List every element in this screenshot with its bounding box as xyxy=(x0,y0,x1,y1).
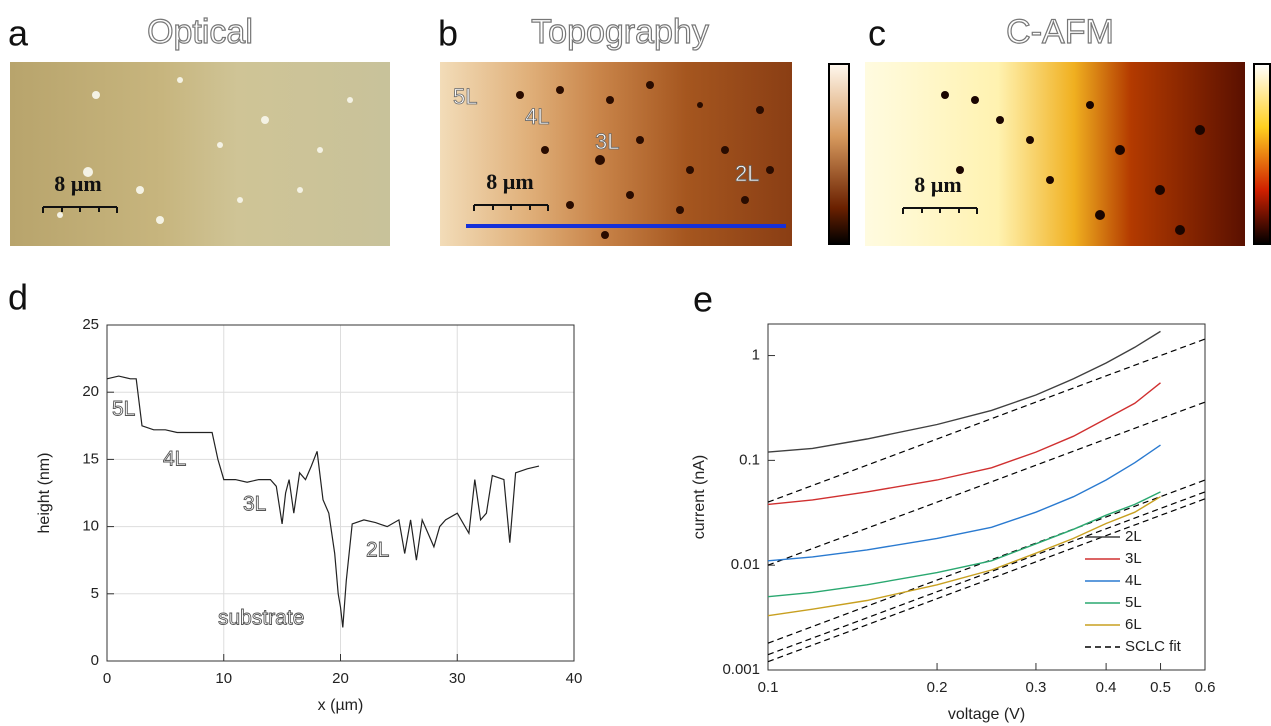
colorbar xyxy=(1253,63,1271,245)
fit-line xyxy=(767,401,1206,566)
legend-label: 6L xyxy=(1125,616,1142,633)
y-tick-label: 20 xyxy=(82,383,99,400)
annotation: 2L xyxy=(366,539,389,562)
line xyxy=(767,491,1161,598)
legend-label: 2L xyxy=(1125,528,1142,545)
scale-label: 8 µm xyxy=(486,169,534,194)
legend-label: 4L xyxy=(1125,572,1142,589)
image-holes xyxy=(941,91,1205,235)
image-spots xyxy=(57,77,353,224)
x-tick-label: 30 xyxy=(449,670,466,687)
plot-frame xyxy=(767,323,1206,671)
panel-c: c C-AFM 8 µm xyxy=(865,12,1271,246)
fit-line xyxy=(767,338,1206,503)
x-tick-label: 0.1 xyxy=(758,679,779,696)
y-tick-label: 1 xyxy=(752,347,760,364)
legend-label: SCLC fit xyxy=(1125,638,1182,655)
layer-label: 4L xyxy=(525,104,549,129)
line xyxy=(767,496,1161,617)
y-tick-label: 0.001 xyxy=(722,661,760,678)
cafm-image xyxy=(865,62,1245,246)
annotation: 4L xyxy=(163,448,186,471)
panel-letter: a xyxy=(8,13,29,54)
x-tick-label: 10 xyxy=(215,670,232,687)
x-axis-label: voltage (V) xyxy=(948,706,1025,723)
y-tick-label: 5 xyxy=(91,585,99,602)
panel-letter: b xyxy=(438,13,458,54)
scale-label: 8 µm xyxy=(914,172,962,197)
layer-label: 5L xyxy=(453,84,477,109)
topography-image xyxy=(440,62,792,246)
x-tick-label: 0.6 xyxy=(1195,679,1216,696)
panel-a: a Optical 8 µm xyxy=(8,12,390,246)
line xyxy=(767,382,1161,506)
panel-title: C-AFM xyxy=(1006,13,1114,51)
scale-bar xyxy=(473,204,549,211)
fit-line xyxy=(767,491,1206,656)
x-tick-label: 40 xyxy=(566,670,583,687)
image-holes xyxy=(516,81,774,239)
x-axis-label: x (µm) xyxy=(318,697,364,714)
annotation: 3L xyxy=(243,493,266,516)
panel-letter: d xyxy=(8,277,28,318)
x-tick-label: 0.4 xyxy=(1096,679,1117,696)
optical-image xyxy=(10,62,390,246)
line xyxy=(767,330,1161,453)
x-tick-label: 0.5 xyxy=(1150,679,1171,696)
legend-label: 5L xyxy=(1125,594,1142,611)
y-tick-label: 15 xyxy=(82,450,99,467)
y-tick-label: 10 xyxy=(82,518,99,535)
scale-bar xyxy=(42,206,118,213)
panel-letter: e xyxy=(693,279,713,320)
line xyxy=(106,375,540,628)
x-tick-label: 0.3 xyxy=(1026,679,1047,696)
y-tick-label: 0 xyxy=(91,652,99,669)
x-tick-label: 0 xyxy=(103,670,111,687)
panel-title: Topography xyxy=(531,13,709,51)
panel-letter: c xyxy=(868,13,886,54)
layer-label: 2L xyxy=(735,161,759,186)
y-axis-label: height (nm) xyxy=(36,453,53,534)
layer-label: 3L xyxy=(595,129,619,154)
scale-label: 8 µm xyxy=(54,171,102,196)
y-tick-label: 0.1 xyxy=(739,451,760,468)
x-tick-label: 0.2 xyxy=(927,679,948,696)
colorbar xyxy=(828,63,850,245)
scale-bar xyxy=(902,207,978,214)
annotation: 5L xyxy=(112,398,135,421)
y-tick-label: 25 xyxy=(82,316,99,333)
panel-b: b Topography 8 µm 5L 4L 3L 2L xyxy=(438,12,850,246)
legend-label: 3L xyxy=(1125,550,1142,567)
x-tick-label: 20 xyxy=(332,670,349,687)
y-axis-label: current (nA) xyxy=(691,455,708,539)
annotation: substrate xyxy=(218,607,304,630)
panel-title: Optical xyxy=(147,13,253,51)
fit-line xyxy=(767,498,1206,663)
plot-frame xyxy=(106,324,575,662)
y-tick-label: 0.01 xyxy=(731,556,760,573)
line xyxy=(767,444,1161,562)
